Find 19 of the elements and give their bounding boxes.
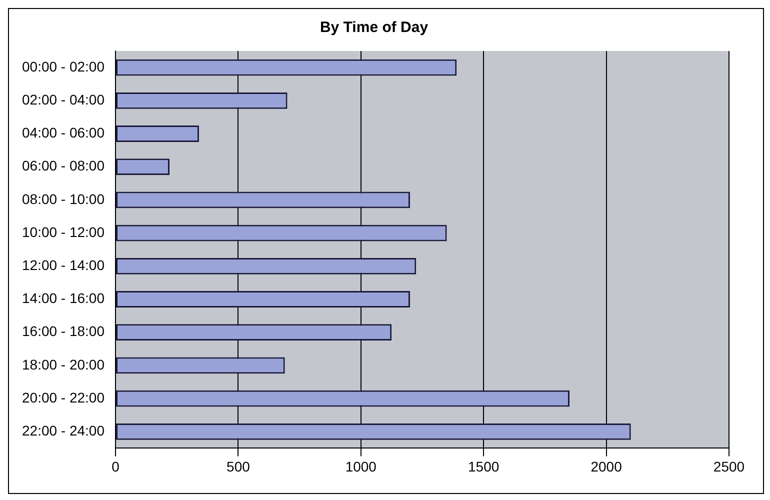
y-tick-label: 02:00 - 04:00 [22, 92, 105, 108]
x-tick-label: 2000 [590, 458, 622, 474]
chart-title: By Time of Day [320, 19, 429, 36]
y-tick-label: 18:00 - 20:00 [22, 356, 105, 372]
y-tick-label: 06:00 - 08:00 [22, 158, 105, 174]
x-tick-label: 1500 [468, 458, 500, 474]
y-tick-label: 00:00 - 02:00 [22, 58, 105, 74]
x-tick-label: 0 [112, 458, 120, 474]
y-tick-label: 14:00 - 16:00 [22, 290, 105, 306]
y-tick-label: 04:00 - 06:00 [22, 124, 105, 141]
y-tick-label: 12:00 - 14:00 [22, 257, 105, 274]
x-tick-label: 500 [226, 458, 250, 474]
y-tick-label: 10:00 - 12:00 [22, 224, 105, 240]
y-tick-label: 22:00 - 24:00 [22, 422, 105, 439]
y-tick-label: 16:00 - 18:00 [22, 323, 105, 340]
y-tick-label: 08:00 - 10:00 [22, 190, 105, 207]
y-tick-label: 20:00 - 22:00 [22, 389, 105, 406]
x-tick-label: 1000 [345, 458, 377, 474]
x-tick-label: 2500 [713, 458, 745, 474]
